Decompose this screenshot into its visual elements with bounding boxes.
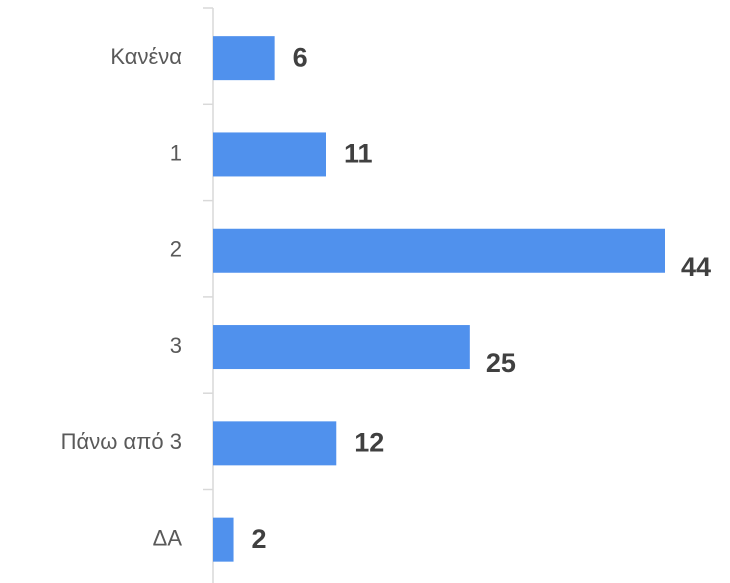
bar xyxy=(213,132,326,177)
bar xyxy=(213,36,275,81)
category-label: Πάνω από 3 xyxy=(61,429,182,454)
bar xyxy=(213,228,665,273)
data-label: 25 xyxy=(486,348,516,378)
data-label: 12 xyxy=(354,427,384,457)
data-label: 11 xyxy=(344,139,373,169)
data-label: 44 xyxy=(681,252,711,282)
data-label: 2 xyxy=(252,524,267,554)
category-label: 1 xyxy=(170,140,182,165)
category-label: ΔΑ xyxy=(153,525,183,550)
category-label: 2 xyxy=(170,237,182,262)
data-label: 6 xyxy=(293,42,308,72)
bar xyxy=(213,325,470,370)
category-label: Κανένα xyxy=(110,44,182,69)
bar xyxy=(213,517,234,562)
bar xyxy=(213,421,337,466)
category-label: 3 xyxy=(170,333,182,358)
